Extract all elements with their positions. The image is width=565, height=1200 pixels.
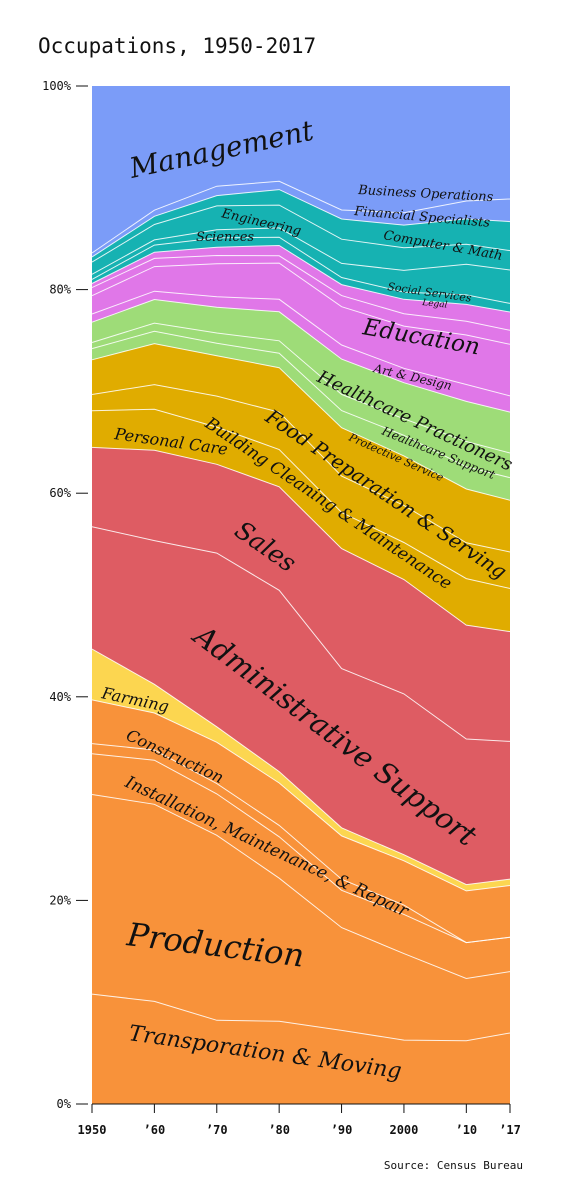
x-tick-label: ’90 — [331, 1123, 353, 1137]
band-boundary-line — [91, 180, 511, 254]
band-art-design-14 — [92, 291, 510, 413]
band-protective-service-11 — [92, 331, 510, 501]
band-boundary-line — [91, 384, 511, 553]
band-boundary-line — [91, 648, 511, 886]
band-personal-care-8 — [92, 409, 510, 632]
band-boundary-line — [91, 343, 511, 501]
y-tick-label: 0% — [57, 1097, 72, 1111]
label-business-operations: Business Operations — [357, 183, 494, 205]
band-boundary-line — [91, 227, 511, 275]
band-social-services-17 — [92, 245, 510, 331]
chart-title: Occupations, 1950-2017 — [38, 34, 316, 58]
x-tick-label: 1950 — [78, 1123, 107, 1137]
band-transporation-moving-0 — [92, 994, 510, 1104]
band-boundary-line — [91, 993, 511, 1042]
band-management-23 — [92, 86, 510, 253]
band-legal-16 — [92, 255, 510, 345]
band-administrative-support-6 — [92, 526, 510, 885]
x-tick-label: ’10 — [455, 1123, 477, 1137]
stacked-bands — [91, 86, 511, 1104]
band-boundary-line — [91, 298, 511, 413]
y-tick-label: 20% — [49, 893, 71, 907]
band-business-operations-22 — [92, 181, 510, 257]
band-boundary-line — [91, 743, 511, 944]
band-boundary-line — [91, 236, 511, 304]
band-installation-maintenance-repair-2 — [92, 753, 510, 979]
band-boundary-line — [91, 753, 511, 944]
band-boundary-line — [91, 526, 511, 742]
band-production-1 — [92, 794, 510, 1041]
x-tick-label: ’80 — [268, 1123, 290, 1137]
band-building-cleaning-maintenance-9 — [92, 384, 510, 589]
band-food-preparation-serving-10 — [92, 343, 510, 552]
x-tick-label: ’60 — [144, 1123, 166, 1137]
band-healthcare-support-12 — [92, 323, 510, 478]
band-boundary-line — [91, 330, 511, 479]
band-boundary-line — [91, 794, 511, 980]
band-boundary-line — [91, 408, 511, 589]
band-boundary-line — [91, 189, 511, 258]
band-boundary-line — [91, 204, 511, 263]
band-boundary-line — [91, 290, 511, 397]
band-boundary-line — [91, 244, 511, 313]
band-boundary-line — [91, 699, 511, 892]
x-tick-label: ’17 — [499, 1123, 521, 1137]
band-boundary-line — [91, 322, 511, 454]
x-axis: 1950 ’60 ’70 ’80 ’90 2000 ’10 ’17 — [78, 1103, 521, 1137]
band-healthcare-practioners-13 — [92, 299, 510, 453]
band-engineering-20 — [92, 205, 510, 275]
band-computer-math-19 — [92, 227, 510, 304]
band-education-15 — [92, 263, 510, 396]
y-tick-label: 40% — [49, 690, 71, 704]
label-sciences: Sciences — [196, 230, 254, 245]
y-axis: 0% 20% 40% 60% 80% 100% — [42, 79, 88, 1111]
band-boundary-line — [91, 446, 511, 633]
y-tick-label: 100% — [42, 79, 72, 93]
label-legal: Legal — [421, 298, 448, 311]
y-tick-label: 80% — [49, 283, 71, 297]
band-boundary-line — [91, 262, 511, 345]
band-sciences-18 — [92, 237, 510, 312]
x-tick-label: 2000 — [389, 1123, 418, 1137]
source-note: Source: Census Bureau — [384, 1159, 523, 1172]
band-boundary-line — [91, 254, 511, 331]
band-financial-specialists-21 — [92, 189, 510, 263]
band-sales-7 — [92, 447, 510, 742]
band-construction-4 — [92, 699, 510, 943]
y-tick-label: 60% — [49, 486, 71, 500]
x-tick-label: ’70 — [206, 1123, 228, 1137]
